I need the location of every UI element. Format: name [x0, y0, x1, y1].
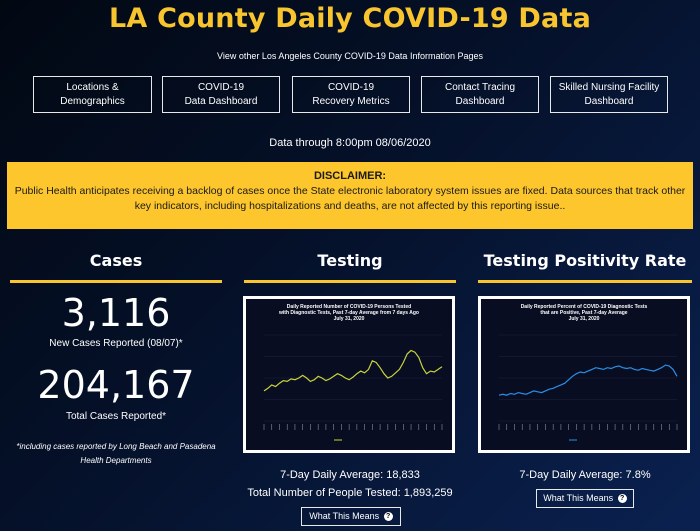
what-this-means-label: What This Means — [309, 511, 380, 521]
testing-line-chart — [263, 334, 443, 441]
nav-button-locations-demographics[interactable]: Locations & Demographics — [33, 76, 152, 113]
chart-series-line — [498, 364, 678, 396]
new-cases-label: New Cases Reported (08/07)* — [49, 338, 183, 349]
positivity-chart-title-line: that are Positive, Past 7-day Average — [540, 310, 628, 316]
new-cases-count: 3,116 — [61, 291, 171, 335]
cases-divider — [10, 280, 222, 283]
positivity-heading: Testing Positivity Rate — [483, 251, 687, 270]
disclaimer-text: Public Health anticipates receiving a ba… — [14, 185, 686, 212]
positivity-average: 7-Day Daily Average: 7.8% — [519, 469, 651, 481]
total-cases-label: Total Cases Reported* — [65, 411, 167, 422]
testing-total: Total Number of People Tested: 1,893,259 — [247, 487, 453, 499]
nav-button-label: Contact Tracing — [444, 82, 516, 93]
chart-series-line — [263, 349, 443, 392]
nav-button-label: Data Dashboard — [184, 96, 258, 107]
cases-heading: Cases — [89, 251, 143, 270]
testing-divider — [244, 280, 456, 283]
positivity-divider — [478, 280, 692, 283]
positivity-chart-image[interactable]: Daily Reported Percent of COVID-19 Diagn… — [478, 296, 690, 453]
nav-button-label: COVID-19 — [327, 82, 375, 93]
nav-button-skilled-nursing[interactable]: Skilled Nursing Facility Dashboard — [550, 76, 668, 113]
testing-what-this-means-button[interactable]: What This Means ? — [301, 507, 401, 526]
positivity-chart-title: Daily Reported Percent of COVID-19 Diagn… — [481, 304, 687, 322]
disclaimer-title: DISCLAIMER: — [313, 170, 387, 182]
page-subtitle: View other Los Angeles County COVID-19 D… — [217, 51, 483, 61]
nav-button-label: COVID-19 — [197, 82, 245, 93]
nav-button-label: Skilled Nursing Facility — [558, 82, 660, 93]
testing-chart-title-line: Daily Reported Number of COVID-19 Person… — [286, 304, 412, 310]
nav-button-recovery-metrics[interactable]: COVID-19 Recovery Metrics — [292, 76, 410, 113]
page-title: LA County Daily COVID-19 Data — [109, 3, 591, 34]
testing-chart-title-line: with Diagnostic Tests, Past 7-day Averag… — [279, 310, 419, 316]
total-cases-count: 204,167 — [37, 363, 195, 407]
positivity-chart-title-line: Daily Reported Percent of COVID-19 Diagn… — [520, 304, 648, 310]
nav-button-label: Recovery Metrics — [312, 96, 390, 107]
positivity-chart-title-line: July 31, 2020 — [568, 316, 600, 322]
data-date: Data through 8:00pm 08/06/2020 — [269, 137, 431, 149]
nav-button-data-dashboard[interactable]: COVID-19 Data Dashboard — [162, 76, 280, 113]
testing-chart-title-line: July 31, 2020 — [333, 316, 365, 322]
help-icon: ? — [383, 512, 393, 522]
nav-button-label: Demographics — [60, 96, 125, 107]
disclaimer-banner: DISCLAIMER: Public Health anticipates re… — [7, 162, 693, 229]
positivity-what-this-means-button[interactable]: What This Means ? — [536, 489, 634, 508]
testing-heading: Testing — [317, 251, 383, 270]
cases-footnote: *including cases reported by Long Beach … — [16, 442, 216, 465]
help-icon: ? — [617, 494, 627, 504]
nav-button-label: Locations & — [66, 82, 119, 93]
testing-chart-image[interactable]: Daily Reported Number of COVID-19 Person… — [243, 296, 455, 453]
what-this-means-label: What This Means — [543, 493, 614, 503]
testing-chart-title: Daily Reported Number of COVID-19 Person… — [246, 304, 452, 322]
testing-average: 7-Day Daily Average: 18,833 — [280, 469, 420, 481]
positivity-line-chart — [498, 334, 678, 441]
nav-button-label: Dashboard — [584, 96, 634, 107]
nav-button-contact-tracing[interactable]: Contact Tracing Dashboard — [421, 76, 539, 113]
nav-button-label: Dashboard — [455, 96, 505, 107]
